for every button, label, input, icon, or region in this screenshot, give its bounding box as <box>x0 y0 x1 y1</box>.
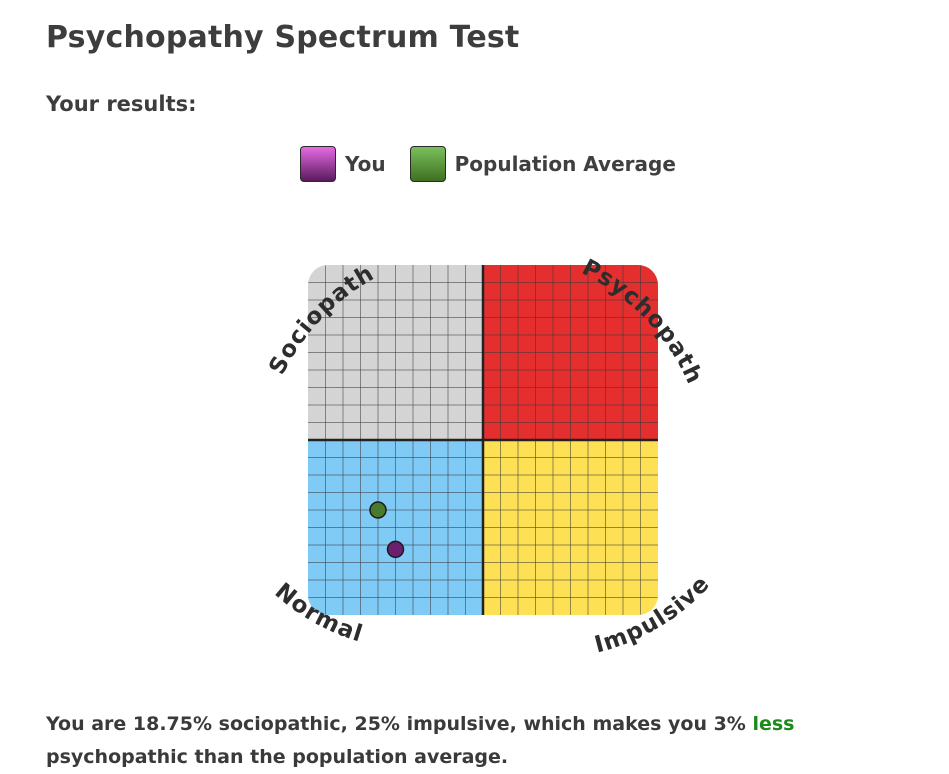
chart-legend: You Population Average <box>300 146 676 182</box>
legend-label-you: You <box>345 152 386 176</box>
summary-comparison-word: less <box>752 713 795 735</box>
psychopathy-quadrant-chart: SociopathPsychopathNormalImpulsive <box>264 255 710 659</box>
page-title: Psychopathy Spectrum Test <box>46 20 520 55</box>
legend-swatch-you <box>300 146 336 182</box>
point-you <box>386 540 405 559</box>
legend-item-you: You <box>300 146 386 182</box>
point-population-average <box>369 501 387 519</box>
summary-prefix: You are 18.75% sociopathic, 25% impulsiv… <box>46 713 753 735</box>
legend-item-population-average: Population Average <box>409 146 676 182</box>
legend-swatch-population-average <box>409 146 446 182</box>
results-summary: You are 18.75% sociopathic, 25% impulsiv… <box>46 708 906 774</box>
results-heading: Your results: <box>46 92 197 116</box>
legend-label-population-average: Population Average <box>454 152 676 176</box>
summary-suffix: psychopathic than the population average… <box>46 746 509 768</box>
